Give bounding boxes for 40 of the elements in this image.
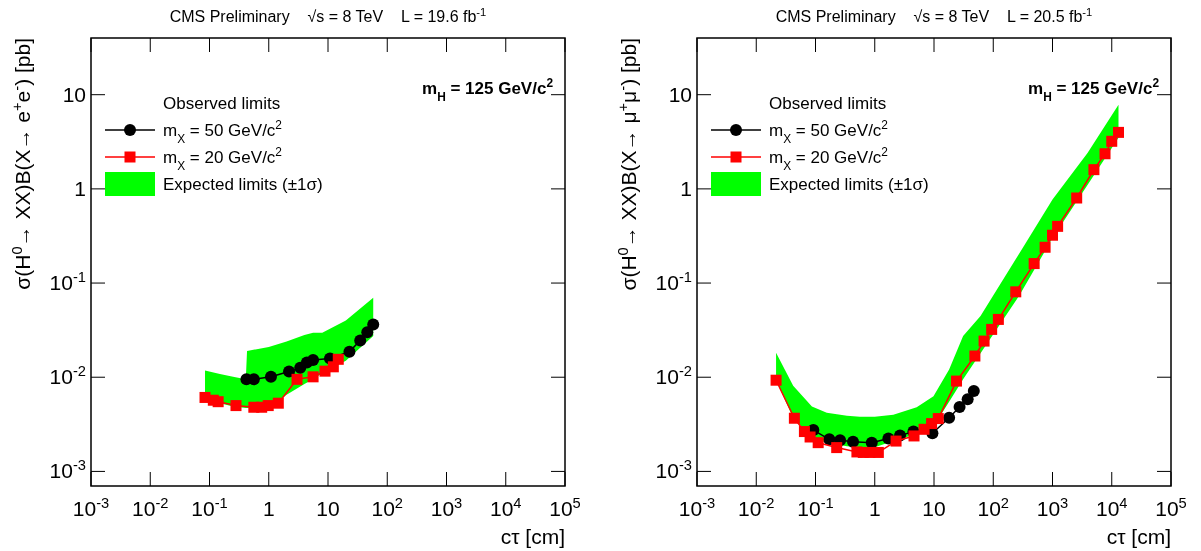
x-tick-label: 10$^{5}$	[549, 495, 581, 520]
y-tick-label: 10$^{-1}$	[49, 269, 86, 295]
x-tick-label: 1	[262, 497, 275, 520]
x-tick-label: 10$^{2}$	[977, 495, 1010, 520]
chart-title: CMS Preliminary √s = 8 TeV L = 19.6 fb$^{-1}$	[169, 6, 487, 25]
y-tick-label: 10$^{-2}$	[655, 363, 692, 389]
legend-label: m$_{X}$ = 50 GeV/c$^{2}$	[769, 118, 889, 146]
legend-label: m$_{X}$ = 50 GeV/c$^{2}$	[163, 118, 283, 146]
y-tick-label: 10$^{-2}$	[49, 363, 86, 389]
x-tick-label: 10$^{5}$	[1155, 495, 1187, 520]
x-tick-label: 10$^{-2}$	[738, 495, 775, 520]
x-tick-label: 10$^{4}$	[1095, 495, 1128, 520]
x-tick-label: 10$^{3}$	[1036, 495, 1069, 520]
chart-title: CMS Preliminary √s = 8 TeV L = 20.5 fb$^{-1}$	[775, 6, 1093, 25]
annotation: m$_{H}$ = 125 GeV/c$^{2}$	[422, 76, 554, 104]
legend-title: Observed limits	[163, 94, 281, 113]
y-tick-label: 10$^{-1}$	[655, 269, 692, 295]
x-tick-label: 10$^{2}$	[371, 495, 404, 520]
legend-label: Expected limits (±1σ)	[769, 175, 929, 194]
x-tick-label: 1	[868, 497, 881, 520]
annotation: m$_{H}$ = 125 GeV/c$^{2}$	[1028, 76, 1160, 104]
x-tick-label: 10$^{3}$	[430, 495, 463, 520]
x-tick-label: 10$^{4}$	[489, 495, 522, 520]
y-tick-label: 1	[74, 176, 86, 200]
y-tick-label: 10	[62, 82, 86, 106]
x-axis-title: cτ [cm]	[500, 525, 565, 548]
x-tick-label: 10	[316, 497, 340, 520]
x-tick-label: 10$^{-2}$	[132, 495, 169, 520]
y-tick-label: 10$^{-3}$	[655, 457, 692, 483]
x-tick-label: 10$^{-1}$	[797, 495, 834, 520]
x-tick-label: 10	[922, 497, 946, 520]
y-tick-label: 10	[668, 82, 692, 106]
x-tick-label: 10$^{-1}$	[191, 495, 228, 520]
legend-title: Observed limits	[769, 94, 887, 113]
x-axis-title: cτ [cm]	[1106, 525, 1171, 548]
legend-label: Expected limits (±1σ)	[163, 175, 323, 194]
legend-label: m$_{X}$ = 20 GeV/c$^{2}$	[769, 145, 889, 173]
legend-label: m$_{X}$ = 20 GeV/c$^{2}$	[163, 145, 283, 173]
y-tick-label: 1	[680, 176, 692, 200]
y-tick-label: 10$^{-3}$	[49, 457, 86, 483]
